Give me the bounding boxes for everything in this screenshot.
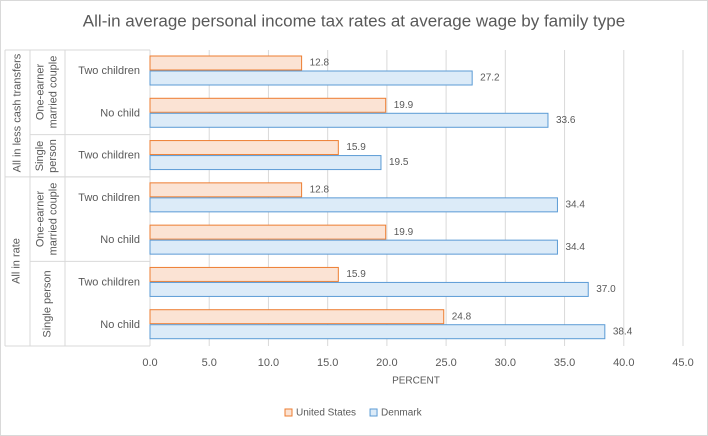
y-tick-label: No child [100, 319, 140, 331]
x-tick-label: 35.0 [554, 357, 575, 369]
subgroup-label: One-earner married couple [33, 55, 59, 129]
group-label: All in less cash transfers [10, 54, 23, 173]
bar [149, 224, 387, 240]
bar [149, 140, 339, 156]
data-label: 27.2 [480, 73, 500, 84]
y-tick-label: Two children [78, 276, 140, 288]
bar [149, 155, 382, 171]
bar [149, 309, 445, 325]
legend-label: United States [296, 408, 356, 419]
x-tick-label: 15.0 [317, 357, 338, 369]
bar [149, 266, 339, 282]
data-label: 12.8 [310, 184, 330, 195]
legend-swatch [284, 408, 293, 417]
bar [149, 70, 473, 86]
x-tick-label: 10.0 [258, 357, 279, 369]
y-tick-label: Two children [78, 192, 140, 204]
data-label: 12.8 [310, 58, 330, 69]
chart-title: All-in average personal income tax rates… [83, 11, 625, 30]
data-label: 38.4 [613, 326, 633, 337]
x-tick-label: 40.0 [613, 357, 634, 369]
x-axis-label: PERCENT [392, 376, 440, 387]
bar [149, 281, 589, 297]
y-tick-label: No child [100, 234, 140, 246]
x-tick-label: 5.0 [202, 357, 217, 369]
bar [149, 97, 387, 113]
bar [149, 55, 303, 71]
x-tick-label: 30.0 [495, 357, 516, 369]
subgroup-label: Single person [40, 270, 53, 338]
y-tick-label: Two children [78, 65, 140, 77]
x-tick-label: 0.0 [142, 357, 157, 369]
bar [149, 112, 549, 128]
y-tick-label: Two children [78, 150, 140, 162]
data-label: 19.9 [394, 100, 414, 111]
data-label: 37.0 [596, 284, 616, 295]
group-label: All in rate [10, 238, 23, 285]
data-label: 34.4 [565, 242, 585, 253]
data-label: 19.5 [389, 157, 409, 168]
x-tick-label: 20.0 [376, 357, 397, 369]
data-label: 24.8 [452, 311, 472, 322]
legend-label: Denmark [381, 408, 423, 419]
data-label: 15.9 [346, 269, 366, 280]
data-label: 34.4 [565, 199, 585, 210]
subgroup-label: Single person [33, 138, 59, 173]
x-tick-label: 45.0 [672, 357, 693, 369]
bar [149, 239, 558, 255]
subgroup-label: One-earner married couple [33, 182, 59, 256]
bar [149, 324, 606, 340]
data-label: 15.9 [346, 142, 366, 153]
data-label: 33.6 [556, 115, 576, 126]
y-tick-label: No child [100, 107, 140, 119]
bar [149, 197, 558, 213]
bar [149, 182, 303, 198]
x-tick-label: 25.0 [435, 357, 456, 369]
legend-swatch [369, 408, 378, 417]
data-label: 19.9 [394, 227, 414, 238]
